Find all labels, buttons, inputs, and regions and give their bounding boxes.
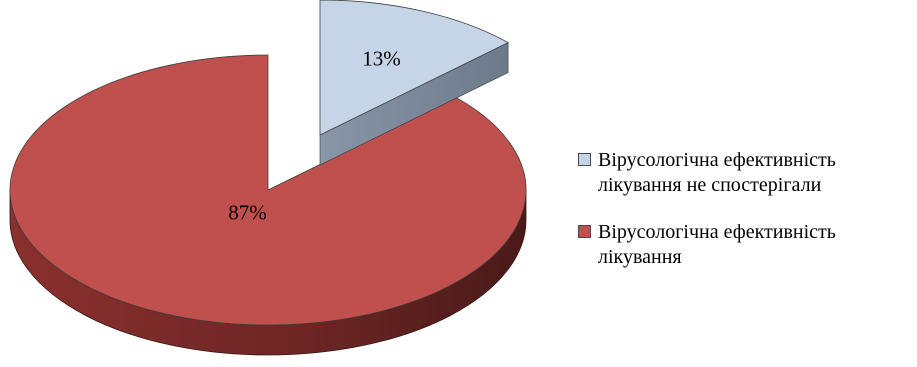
data-label-13: 13% [362, 46, 401, 70]
legend-swatch-light-blue [578, 153, 591, 166]
slice-87 [9, 54, 527, 326]
legend-label: Вірусологічна ефективність лікування [598, 221, 836, 268]
legend-item-not-observed: Вірусологічна ефективність лікування не … [578, 148, 913, 198]
legend-swatch-red [578, 225, 591, 238]
data-label-87: 87% [228, 201, 267, 225]
legend-label: Вірусологічна ефективність лікування не … [598, 149, 836, 196]
legend: Вірусологічна ефективність лікування не … [578, 148, 913, 270]
legend-item-effective: Вірусологічна ефективність лікування [578, 220, 913, 270]
slice-13 [319, 0, 509, 136]
